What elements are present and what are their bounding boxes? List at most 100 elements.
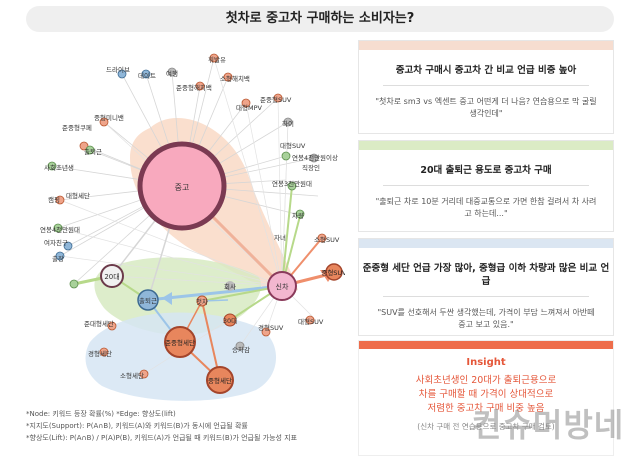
node-company (225, 281, 235, 291)
node-label: 여행 (166, 69, 178, 78)
node-small (55, 251, 65, 261)
node-label: 출퇴근 (84, 147, 102, 156)
node-small (287, 181, 297, 191)
node-commute-label: 출퇴근 (139, 296, 157, 305)
node-label: 준중형쿠페 (62, 123, 92, 132)
node-label: 중형미니밴 (94, 113, 124, 122)
node-label: 직장인 (302, 163, 320, 172)
footnotes: *Node: 키워드 등장 확률(%) *Edge: 향상도(lift) *지지… (26, 408, 297, 444)
card-heading: 20대 출퇴근 용도로 중고차 구매 (420, 165, 552, 176)
insight-note: (신차 구매 전 연습용으로 중고차 구매 검토) (417, 422, 555, 431)
edges-from-hub (57, 57, 313, 375)
node-small (295, 209, 305, 219)
node-small (99, 347, 109, 357)
node-label: 여자친구 (44, 238, 68, 247)
node-label: 자녀 (274, 233, 286, 242)
node-label: 출장 (52, 254, 64, 263)
node-mid-suv-label: 중형SUV (321, 269, 345, 277)
node-small (117, 69, 127, 79)
node-label: 대형SUV (298, 318, 324, 326)
node-label: 준중형해치백 (176, 83, 212, 92)
node-small (273, 93, 283, 103)
node-small (281, 151, 291, 161)
node-label: 소형해치백 (220, 74, 250, 83)
page-title: 첫차로 중고차 구매하는 소비자는? (26, 6, 614, 32)
node-label: 승차감 (232, 345, 250, 354)
card-quote: "첫차로 sm3 vs 엑센트 중고 어떤게 더 나음? 연습용으로 막 굴릴 … (375, 97, 597, 118)
insight-card-comparison: 중고차 구매시 중고차 간 비교 언급 비중 높아 "첫차로 sm3 vs 엑센… (358, 40, 614, 134)
node-label: 사회초년생 (44, 163, 74, 172)
card-divider (383, 85, 589, 86)
node-hub (267, 271, 297, 301)
node-label: 소형세단 (120, 371, 144, 380)
node-small (261, 327, 271, 337)
card-quote: "출퇴근 차로 10분 거리데 대중교통으로 가면 한참 걸려서 차 사려고 하… (375, 197, 597, 218)
node-label: 하이 (282, 119, 294, 128)
node-small (53, 223, 63, 233)
node-small (85, 145, 95, 155)
card-accent-bar (359, 141, 613, 150)
node-commute (137, 289, 159, 311)
node-mid-sedan-label: 중형세단 (208, 376, 232, 385)
node-small (63, 241, 73, 251)
node-small (223, 72, 233, 82)
node-label: 준대형세단 (84, 319, 114, 328)
card-accent-bar (359, 41, 613, 50)
small-nodes (47, 53, 327, 379)
node-small (209, 53, 219, 63)
node-small (235, 341, 245, 351)
node-age30 (223, 313, 237, 327)
node-label: 연봉4천만원대 (40, 225, 80, 234)
card-accent-bar (359, 239, 613, 248)
node-center (137, 141, 227, 231)
node-label: 데이트 (138, 71, 156, 80)
footnote-line: *향상도(Lift): P(A∩B) / P(A)P(B), 키워드(A)가 언… (26, 434, 298, 442)
node-age30-label: 30대 (223, 317, 237, 325)
insight-box: Insight 사회초년생인 20대가 출퇴근용으로 차를 구매할 때 가격이 … (358, 340, 614, 456)
footnote-line: *지지도(Support): P(A∩B), 키워드(A)와 키워드(B)가 동… (26, 422, 248, 430)
node-label: 대형SUV (280, 142, 306, 150)
card-quote: "SUV를 선호해서 두싼 생각했는데, 가격이 부담 느껴져서 아반떼 중고 … (377, 308, 595, 329)
arrow-to-commute (162, 292, 172, 305)
card-divider (383, 185, 589, 186)
node-age20-label: 20대 (104, 273, 119, 281)
node-small (309, 153, 319, 163)
node-label: 경형세단 (88, 349, 112, 358)
node-small (107, 321, 117, 331)
node-company-label: 회사 (224, 282, 236, 291)
node-semi-sedan (164, 326, 196, 358)
node-label: 준중형SUV (260, 96, 292, 104)
node-labels: 드라이브 데이트 여행 휘발유 소형해치백 준중형해치백 대형MPV 준중형SU… (40, 55, 340, 380)
insight-line: 사회초년생인 20대가 출퇴근용으로 (415, 375, 557, 386)
node-small (305, 315, 315, 325)
node-label: 소형SUV (314, 236, 340, 244)
card-heading: 중고차 구매시 중고차 간 비교 언급 비중 높아 (395, 65, 577, 76)
node-small (47, 161, 57, 171)
insight-card-commute: 20대 출퇴근 용도로 중고차 구매 "출퇴근 차로 10분 거리데 대중교통으… (358, 140, 614, 232)
insight-text: 사회초년생인 20대가 출퇴근용으로 차를 구매할 때 가격이 상대적으로 저렴… (359, 374, 613, 416)
node-label: 캠핑 (48, 195, 60, 204)
card-heading: 준중형 세단 언급 가장 많아, 중형급 이하 차량과 많은 비교 언급 (362, 263, 610, 287)
node-label: 연봉3천만원대 (272, 179, 312, 188)
node-firstcar-label: 첫차 (196, 297, 208, 306)
node-hub-label: 신차 (276, 282, 289, 291)
node-semi-sedan-label: 준중형세단 (165, 338, 195, 347)
node-label: 연봉4천만원이상 (292, 153, 338, 162)
keyword-network-diagram: 중고 신차 20대 출퇴근 첫차 회사 30대 준중형세단 중형세단 중형SUV (40, 53, 345, 401)
insight-line: 차를 구매할 때 가격이 상대적으로 (418, 389, 554, 400)
node-small (55, 195, 65, 205)
card-divider (383, 296, 589, 297)
node-small (79, 141, 89, 151)
node-small (283, 117, 293, 127)
node-center-label: 중고 (175, 183, 190, 192)
node-firstcar (196, 295, 208, 307)
node-small (167, 67, 177, 77)
node-small (141, 69, 151, 79)
node-small (195, 81, 205, 91)
node-label: 드라이브 (106, 65, 130, 74)
node-age20 (100, 264, 124, 288)
footnote-line: *Node: 키워드 등장 확률(%) *Edge: 향상도(lift) (26, 410, 176, 418)
node-label: 차량 (292, 211, 304, 220)
node-mid-suv (325, 263, 343, 281)
insight-heading: Insight (466, 357, 506, 368)
